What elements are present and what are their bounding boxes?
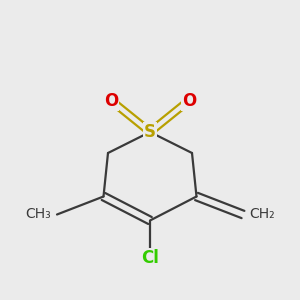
Text: O: O bbox=[182, 92, 196, 110]
Text: Cl: Cl bbox=[141, 249, 159, 267]
Text: S: S bbox=[144, 123, 156, 141]
Text: CH₃: CH₃ bbox=[25, 208, 51, 221]
Text: CH₂: CH₂ bbox=[249, 208, 274, 221]
Text: O: O bbox=[104, 92, 118, 110]
